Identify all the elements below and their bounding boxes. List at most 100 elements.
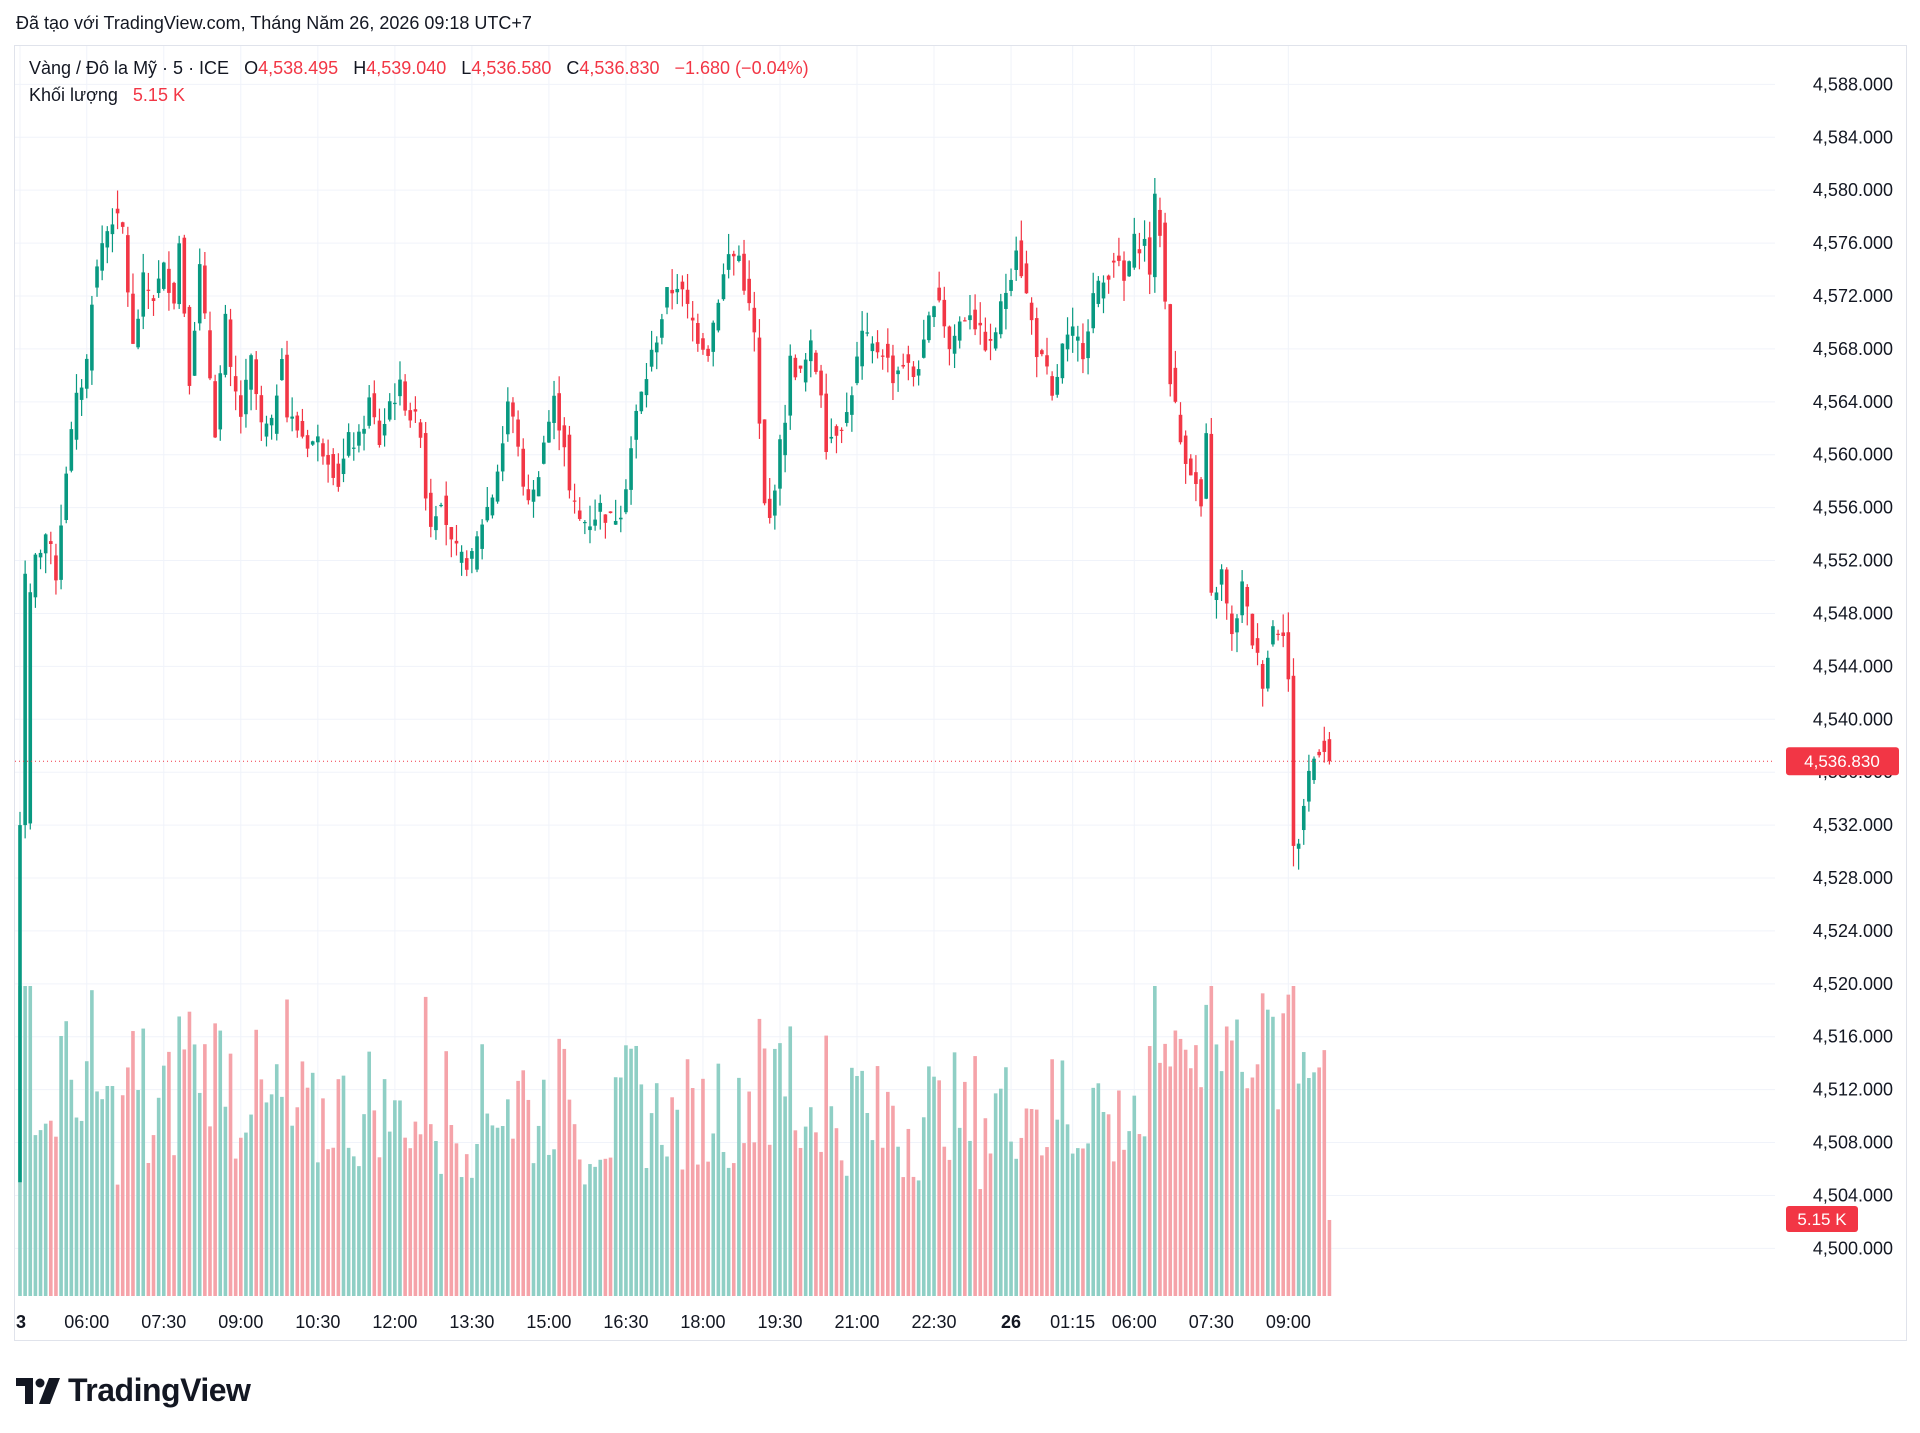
candle xyxy=(937,271,941,303)
volume-bar xyxy=(1260,993,1265,1296)
volume-bar xyxy=(1050,1059,1054,1296)
price-tick-label: 4,508.000 xyxy=(1813,1133,1893,1153)
candle-body xyxy=(393,402,397,405)
candle xyxy=(1086,319,1090,375)
volume-bar xyxy=(526,1099,531,1296)
volume-bar xyxy=(901,1177,906,1296)
candle xyxy=(644,363,649,408)
candle-body xyxy=(875,342,880,353)
last-price-badge xyxy=(1786,747,1899,776)
candle-body xyxy=(706,348,710,356)
candle-body xyxy=(413,409,418,412)
price-tick-label: 4,520.000 xyxy=(1813,974,1893,994)
candle xyxy=(49,531,53,565)
volume-bar xyxy=(865,1113,870,1296)
candle-body xyxy=(208,330,212,379)
price-tick-label: 4,524.000 xyxy=(1813,921,1893,941)
candle-body xyxy=(1245,586,1250,607)
candle-body xyxy=(526,489,531,501)
volume-bar xyxy=(429,1124,433,1296)
candle xyxy=(382,408,387,447)
candle xyxy=(1029,297,1034,335)
volume-label[interactable]: Khối lượng xyxy=(29,85,118,105)
candle-body xyxy=(896,370,900,375)
candle-body xyxy=(1286,632,1291,680)
volume-bar xyxy=(1235,1019,1239,1296)
candle xyxy=(701,332,705,355)
candle-body xyxy=(177,243,181,305)
volume-bar xyxy=(64,1021,69,1296)
candle xyxy=(387,393,392,422)
candle-body xyxy=(932,306,936,318)
candle-body xyxy=(167,268,171,293)
volume-bar xyxy=(23,986,27,1296)
volume-bar xyxy=(1081,1148,1085,1296)
candle-body xyxy=(1050,376,1054,396)
candle xyxy=(1312,756,1316,784)
candle xyxy=(762,419,767,506)
candle-body xyxy=(1219,569,1224,585)
candle-body xyxy=(120,222,125,227)
candlesticks xyxy=(18,178,1332,1183)
candle xyxy=(38,549,43,570)
candle-body xyxy=(218,373,223,430)
volume-bar xyxy=(95,1091,99,1296)
candle xyxy=(377,408,382,448)
volume-bar xyxy=(963,1081,967,1296)
candle-body xyxy=(726,254,731,270)
candle xyxy=(346,423,351,458)
volume-bar xyxy=(880,1147,885,1296)
candle xyxy=(988,323,993,361)
candle-body xyxy=(464,558,469,570)
volume-bar xyxy=(603,1158,608,1296)
volume-bar xyxy=(588,1164,592,1296)
candle xyxy=(1214,586,1219,619)
volume-bar xyxy=(624,1045,628,1296)
candle xyxy=(300,408,305,439)
volume-bar xyxy=(218,1030,223,1296)
candle-body xyxy=(377,420,382,445)
candle xyxy=(927,311,931,343)
candle-body xyxy=(1019,240,1024,277)
candle xyxy=(798,365,803,373)
candle-body xyxy=(59,525,63,580)
volume-bar xyxy=(1034,1109,1039,1296)
candle xyxy=(1101,275,1106,314)
candle-body xyxy=(829,436,834,439)
candle-body xyxy=(1132,233,1137,268)
volume-bar xyxy=(1209,986,1214,1296)
candle xyxy=(316,424,320,462)
candle xyxy=(177,235,181,309)
candle xyxy=(634,404,638,459)
volume-bar xyxy=(1327,1219,1332,1296)
volume-bar xyxy=(59,1035,63,1296)
candle-body xyxy=(470,551,474,559)
price-tick-label: 4,516.000 xyxy=(1813,1027,1893,1047)
volume-bar xyxy=(1153,986,1157,1296)
candle-body xyxy=(64,473,69,520)
candle-body xyxy=(429,492,433,527)
volume-badge-text: 5.15 K xyxy=(1797,1210,1847,1229)
tradingview-logo[interactable]: TradingView xyxy=(16,1372,251,1409)
candle xyxy=(1255,623,1260,666)
time-tick-label: 16:30 xyxy=(603,1312,648,1332)
candle-body xyxy=(577,510,582,519)
candle xyxy=(172,281,176,310)
grid-lines xyxy=(15,46,1775,1296)
volume-bar xyxy=(197,1092,202,1296)
candle xyxy=(572,483,577,514)
candle-body xyxy=(927,315,931,341)
symbol-label[interactable]: Vàng / Đô la Mỹ · 5 · ICE xyxy=(29,58,230,78)
candle xyxy=(1230,605,1234,651)
candle-body xyxy=(1255,638,1260,653)
volume-bar xyxy=(1076,1148,1080,1296)
volume-bar xyxy=(1004,1067,1008,1296)
chart-legend: Vàng / Đô la Mỹ · 5 · ICE O4,538.495 H4,… xyxy=(29,55,809,109)
candle xyxy=(393,383,397,421)
candle-body xyxy=(418,422,423,438)
candle xyxy=(444,481,449,546)
candle-body xyxy=(613,520,618,525)
candle xyxy=(1014,236,1018,281)
candle xyxy=(351,432,356,461)
